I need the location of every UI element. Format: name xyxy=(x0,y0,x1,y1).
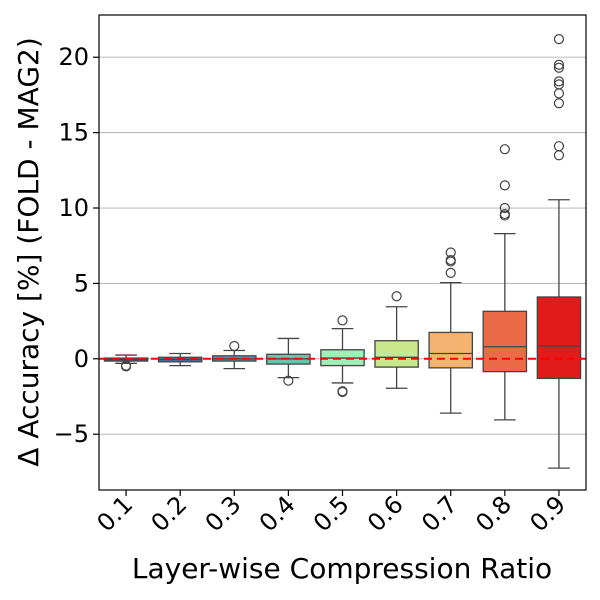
x-tick-label-8: 0.9 xyxy=(524,490,571,537)
outlier-point-0 xyxy=(553,150,565,161)
outlier-point-0 xyxy=(445,267,456,278)
box-0.4 xyxy=(266,337,311,386)
outlier-point-3 xyxy=(445,247,456,258)
y-tick-label-4: 15 xyxy=(58,119,89,147)
outlier-point-0 xyxy=(391,291,402,302)
outlier-point-2 xyxy=(499,202,510,214)
x-tick-label-7: 0.8 xyxy=(470,490,517,537)
outlier-point-5 xyxy=(553,76,565,87)
box-series xyxy=(103,34,582,469)
x-tick-label-5: 0.6 xyxy=(362,490,409,537)
box-0.1 xyxy=(103,354,149,372)
outlier-point-7 xyxy=(553,59,565,70)
box-0.6 xyxy=(374,291,419,389)
x-axis-title: Layer-wise Compression Ratio xyxy=(132,552,552,585)
box-0.3 xyxy=(211,340,257,370)
y-tick-label-1: 0 xyxy=(74,345,89,373)
box-0.7 xyxy=(428,247,474,414)
outlier-point-1 xyxy=(120,361,132,372)
outlier-point-3 xyxy=(499,180,510,191)
outlier-point-6 xyxy=(553,62,565,73)
outlier-point-8 xyxy=(553,34,565,45)
iqr-box xyxy=(428,331,474,369)
x-tick-label-6: 0.7 xyxy=(416,490,463,537)
x-axis-ticks: 0.1 0.2 0.3 0.4 0.5 0.6 0.7 0.8 0.9 xyxy=(92,490,571,537)
y-tick-label-5: 20 xyxy=(58,43,89,71)
outlier-point-4 xyxy=(499,144,510,155)
plot-frame xyxy=(98,14,587,491)
y-tick-label-0: −5 xyxy=(54,420,89,448)
outlier-point-1 xyxy=(499,208,510,220)
iqr-box xyxy=(482,310,528,373)
y-tick-label-3: 10 xyxy=(58,194,89,222)
outlier-point-2 xyxy=(553,98,565,109)
x-tick-label-0: 0.1 xyxy=(92,490,139,537)
outlier-point-0 xyxy=(283,375,294,386)
box-0.8 xyxy=(482,144,528,421)
outlier-point-2 xyxy=(445,254,456,266)
outlier-point-3 xyxy=(553,88,565,99)
outlier-point-1 xyxy=(553,141,565,152)
outlier-point-2 xyxy=(337,315,348,326)
x-tick-label-1: 0.2 xyxy=(146,490,193,537)
iqr-box xyxy=(374,340,419,368)
x-tick-label-3: 0.4 xyxy=(254,490,301,537)
y-tick-label-2: 5 xyxy=(74,269,89,297)
outlier-point-4 xyxy=(553,79,565,90)
y-axis-title: Δ Accuracy [%] (FOLD - MAG2) xyxy=(12,37,45,467)
outlier-point-1 xyxy=(337,386,348,398)
box-0.9 xyxy=(536,34,582,469)
x-tick-label-2: 0.3 xyxy=(200,490,247,537)
x-tick-label-4: 0.5 xyxy=(308,490,355,537)
outlier-point-0 xyxy=(229,340,240,352)
box-0.5 xyxy=(320,315,365,398)
iqr-box xyxy=(536,296,582,380)
y-axis-ticks: −5 0 5 10 15 20 xyxy=(54,43,99,448)
